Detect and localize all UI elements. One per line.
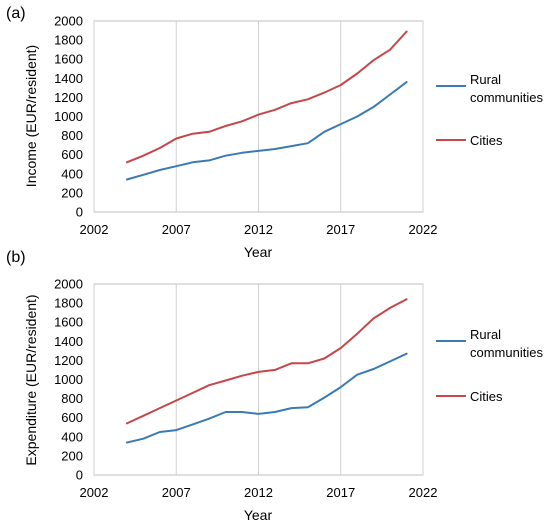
x-tick-label: 2012: [244, 485, 273, 500]
legend-label-rural: Rural communities: [470, 327, 543, 360]
x-tick-label: 2007: [162, 222, 191, 237]
y-tick-label: 2000: [54, 14, 83, 29]
y-tick-label: 0: [76, 468, 83, 483]
y-axis-label: Income (EUR/resident): [23, 45, 39, 187]
grid-layer: [93, 21, 424, 212]
grid-layer: [93, 284, 424, 475]
legend-label-rural: Rural communities: [470, 72, 543, 105]
series-line-cities: [125, 298, 408, 425]
y-tick-label: 1400: [54, 71, 83, 86]
y-tick-label: 200: [61, 185, 83, 200]
y-tick-label: 1400: [54, 334, 83, 349]
series-line-rural-communities: [125, 81, 408, 181]
y-tick-label: 1000: [54, 372, 83, 387]
y-tick-label: 1800: [54, 296, 83, 311]
series-line-rural-communities: [125, 352, 408, 444]
x-tick-label: 2017: [326, 222, 355, 237]
x-tick-label: 2022: [409, 485, 438, 500]
series-line-cities: [125, 30, 408, 164]
y-tick-label: 600: [61, 147, 83, 162]
y-tick-label: 1600: [54, 315, 83, 330]
panel-label: (a): [6, 5, 26, 22]
y-tick-label: 600: [61, 410, 83, 425]
panel-expenditure: (b) 2002 2007 2012 2017 2022 0 200 400 600 800 100…: [6, 249, 543, 523]
panel-label: (b): [6, 249, 26, 266]
tick-label-layer: 2002 2007 2012 2017 2022 0 200 400 600 800 1000 120…: [54, 14, 437, 238]
y-tick-label: 1200: [54, 90, 83, 105]
y-axis-label: Expenditure (EUR/resident): [23, 294, 39, 465]
y-tick-label: 800: [61, 128, 83, 143]
x-tick-label: 2002: [80, 222, 109, 237]
legend: Rural communities Cities: [436, 327, 543, 404]
y-tick-label: 200: [61, 448, 83, 463]
y-tick-label: 2000: [54, 277, 83, 292]
y-tick-label: 1800: [54, 33, 83, 48]
legend-label-cities: Cities: [470, 389, 503, 404]
y-tick-label: 0: [76, 205, 83, 220]
y-tick-label: 400: [61, 166, 83, 181]
x-axis-label: Year: [244, 507, 273, 523]
x-tick-label: 2022: [409, 222, 438, 237]
legend-item-cities: Cities: [436, 389, 503, 404]
series-layer: [125, 298, 408, 444]
y-tick-label: 400: [61, 429, 83, 444]
legend-item-rural: Rural communities: [436, 72, 543, 105]
x-tick-label: 2007: [162, 485, 191, 500]
series-layer: [125, 30, 408, 181]
legend-item-cities: Cities: [436, 133, 503, 148]
legend: Rural communities Cities: [436, 72, 543, 148]
x-tick-label: 2012: [244, 222, 273, 237]
legend-label-cities: Cities: [470, 133, 503, 148]
legend-item-rural: Rural communities: [436, 327, 543, 360]
tick-label-layer: 2002 2007 2012 2017 2022 0 200 400 600 800 1000 120…: [54, 277, 437, 501]
y-tick-label: 1200: [54, 353, 83, 368]
x-axis-label: Year: [244, 244, 273, 260]
y-tick-label: 800: [61, 391, 83, 406]
y-tick-label: 1600: [54, 52, 83, 67]
panel-income: (a) 2002 2007 2012 2017 2022 0 200 400 600 800 100…: [6, 5, 543, 260]
x-tick-label: 2017: [326, 485, 355, 500]
x-tick-label: 2002: [80, 485, 109, 500]
y-tick-label: 1000: [54, 109, 83, 124]
